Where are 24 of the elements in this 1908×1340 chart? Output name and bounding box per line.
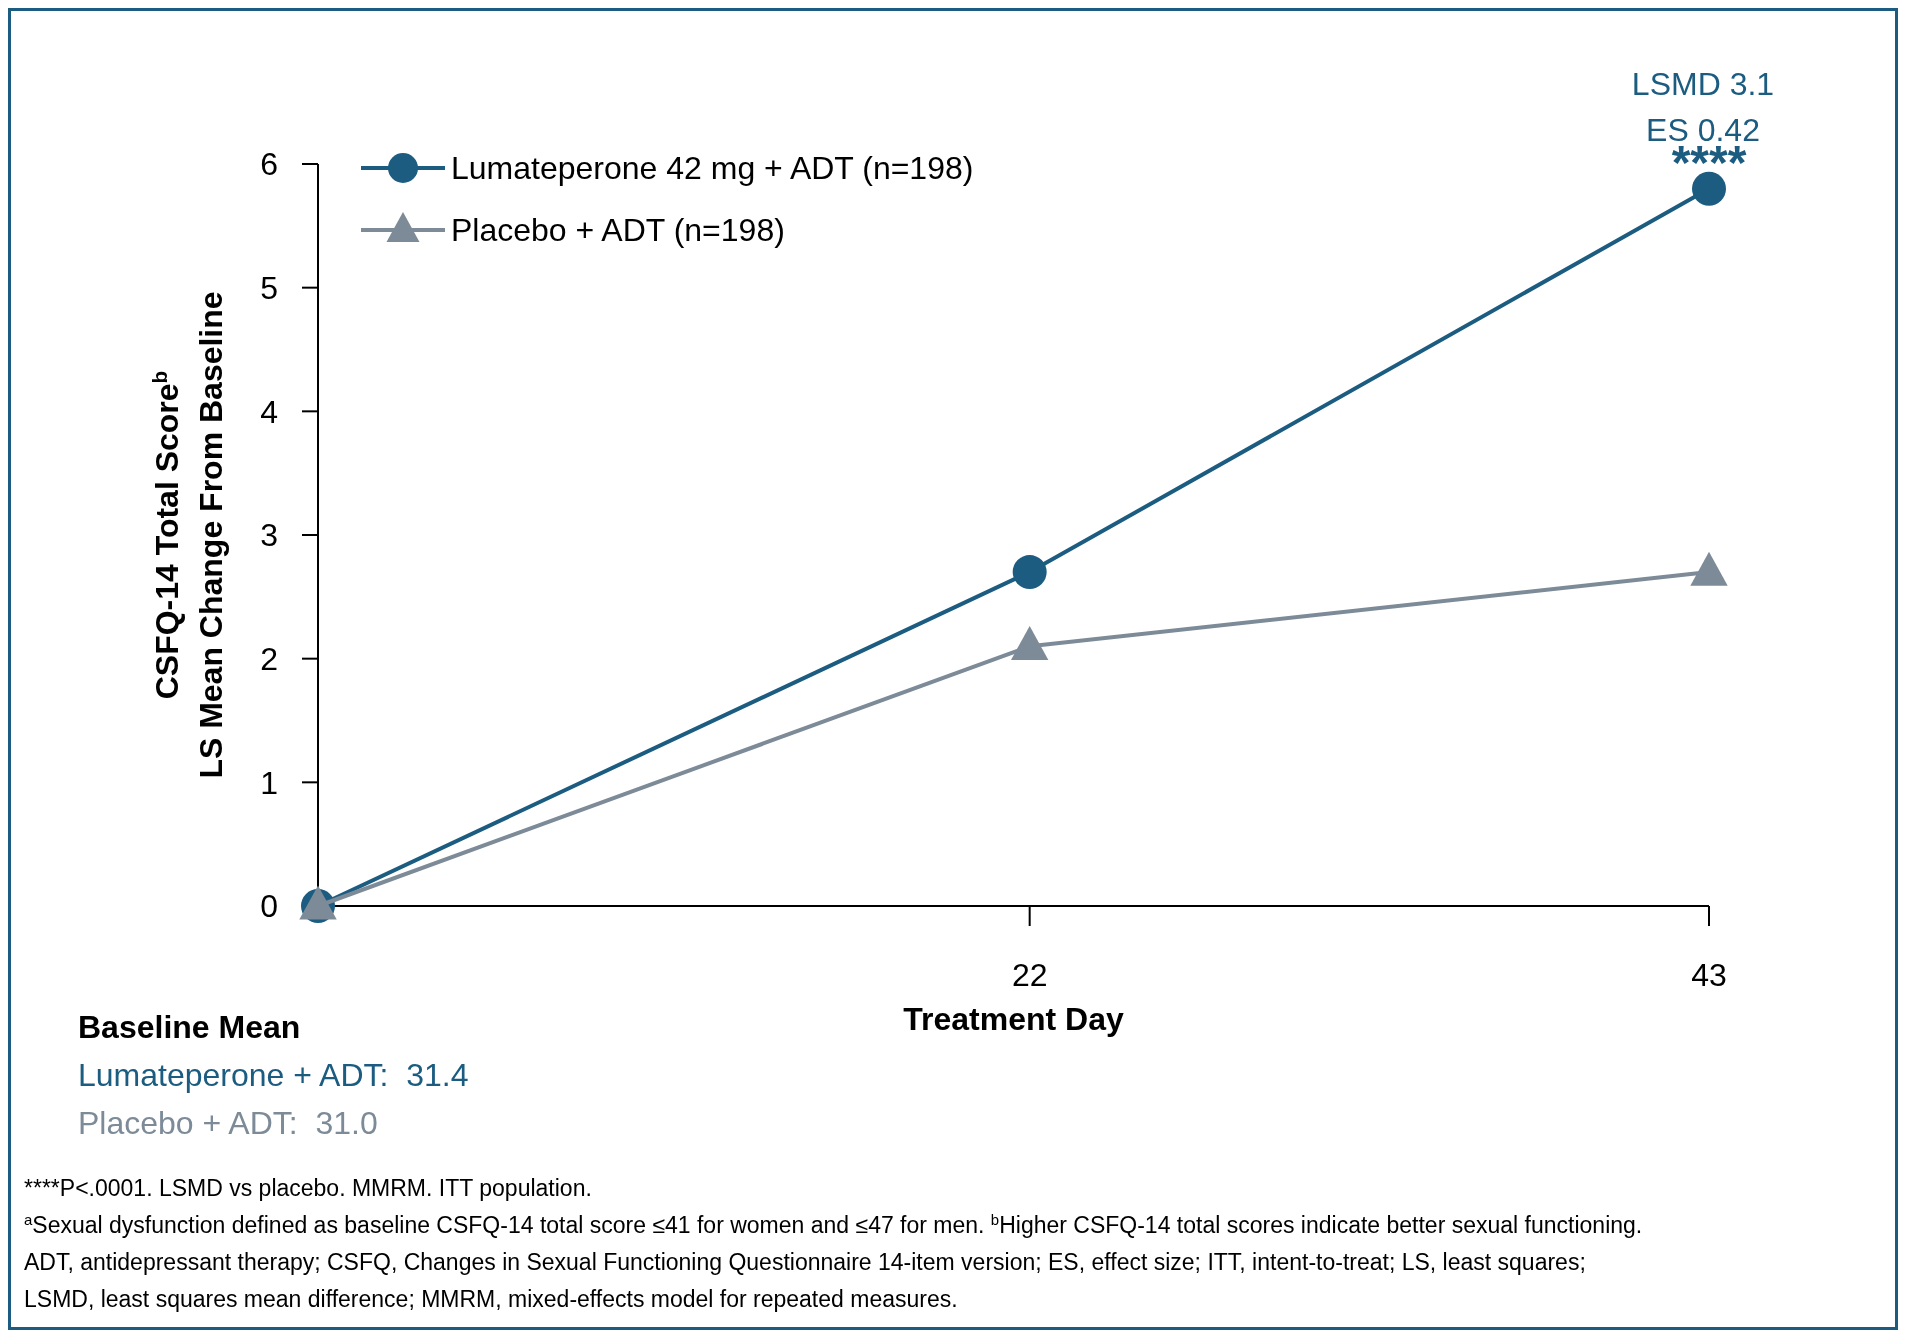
text: $^{a}$Sexual dysfunction defined as baseline CSFQ-14 total score ≤41 for women and ≤47 for men. $^{b}$Higher CSFQ-14 total scores indicate better sexual functioning. (24, 1210, 1643, 1238)
x-tick-label: 22 (1011, 957, 1048, 993)
y-tick-label: 2 (260, 640, 278, 677)
point (1010, 625, 1049, 660)
y-tick-label: 0 (260, 888, 278, 925)
y-tick-label: 3 (260, 517, 278, 554)
point (1690, 551, 1728, 586)
y-axis-title: CSFQ-14 Total Score$^{b}$ LS Mean Change From Baseline (147, 291, 229, 779)
text: ADT, antidepressant therapy; CSFQ, Changes in Sexual Functioning Questionnaire 14-item version; ES, effect size; ITT, intent-to-treat; LS, least squares; (24, 1249, 1586, 1275)
point (1692, 171, 1726, 206)
y-tick-label: 6 (260, 146, 278, 183)
y-tick-label: 5 (260, 269, 278, 306)
text: Baseline Mean (78, 1009, 301, 1045)
y-tick-label: 4 (260, 393, 278, 430)
text: ****P<.0001. LSMD vs placebo. MMRM. ITT population. (24, 1175, 592, 1201)
legend-label: Placebo + ADT (n=198) (451, 212, 785, 249)
x-tick-label: 43 (1691, 957, 1727, 993)
text: Placebo + ADT: 31.0 (78, 1105, 378, 1141)
x-axis-title: Treatment Day (903, 1001, 1124, 1037)
y-tick-label: 1 (260, 764, 278, 801)
text: LSMD, least squares mean difference; MMRM, mixed-effects model for repeated measures. (24, 1286, 958, 1312)
legend-label: Lumateperone 42 mg + ADT (n=198) (451, 150, 974, 187)
text: Lumateperone + ADT: 31.4 (78, 1057, 469, 1093)
text: LSMD 3.1 (1631, 65, 1775, 102)
